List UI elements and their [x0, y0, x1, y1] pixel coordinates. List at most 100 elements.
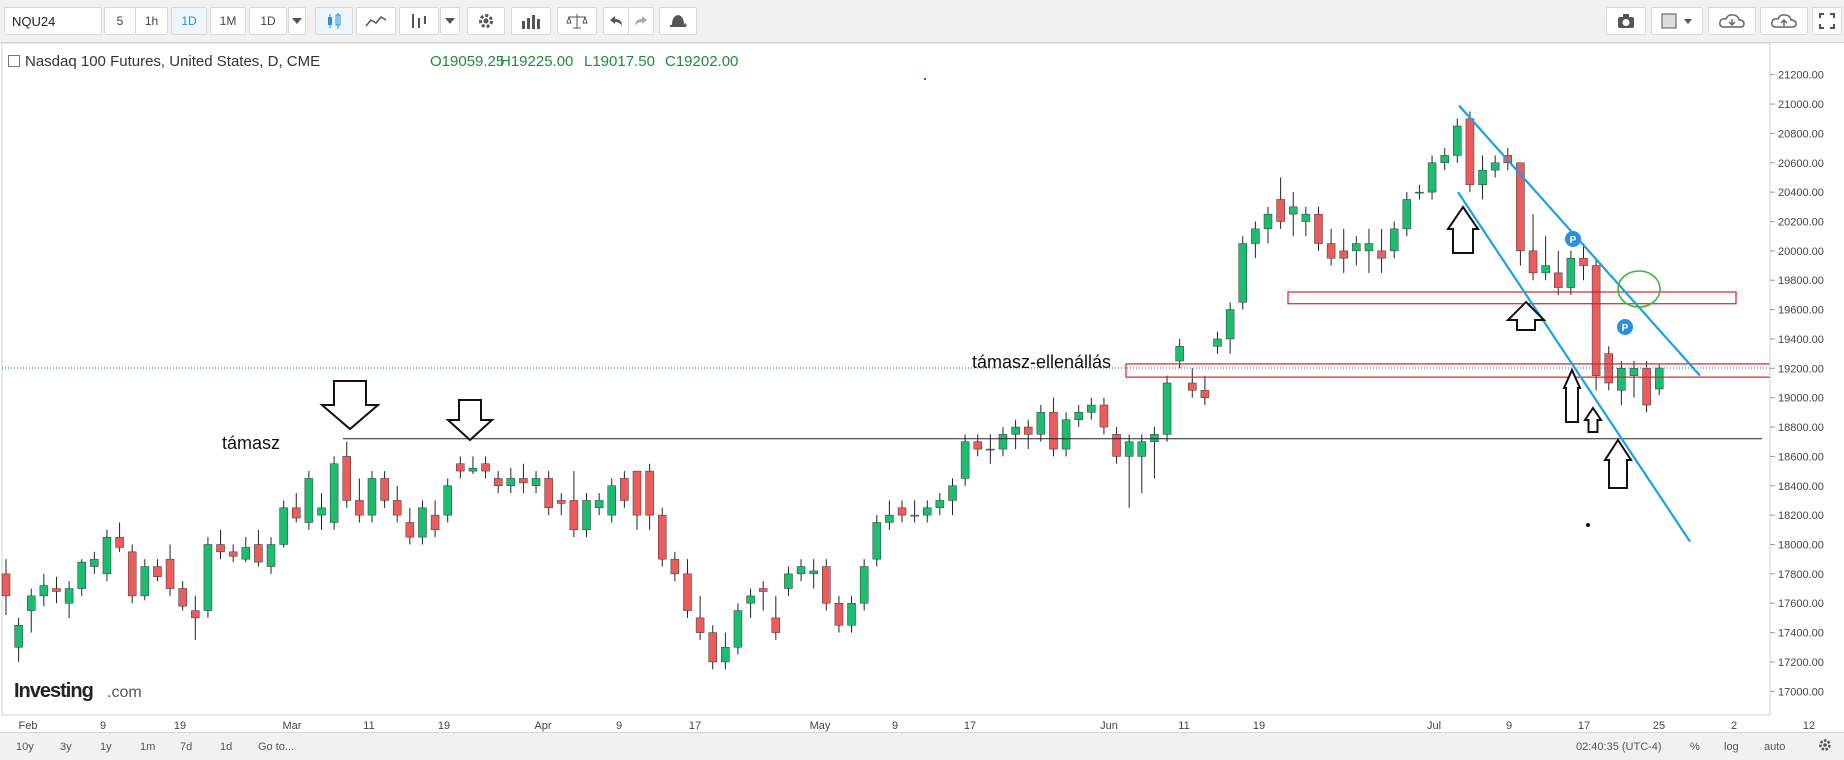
arrow-up-icon [1583, 406, 1603, 433]
candle-body [582, 500, 591, 531]
color-box-icon[interactable] [1651, 7, 1703, 35]
auto-toggle[interactable]: auto [1764, 741, 1786, 753]
candle-body [670, 558, 680, 575]
range-7d[interactable]: 7d [180, 741, 193, 753]
range-1m[interactable]: 1m [140, 741, 156, 753]
arrow-up-icon [1446, 205, 1480, 254]
line-chart-icon[interactable] [356, 7, 396, 35]
candle-body [14, 625, 23, 648]
candle-body [809, 570, 818, 575]
interval-select[interactable]: 1D [249, 7, 287, 35]
price-tick-label: 19000.00 [1778, 393, 1824, 405]
camera-icon[interactable] [1606, 7, 1646, 35]
candle-body [1099, 404, 1109, 428]
candle-body [1036, 412, 1046, 435]
interval-1d[interactable]: 1D [171, 7, 207, 35]
candle-body [1162, 382, 1172, 435]
candle-body [569, 500, 579, 531]
candle-body [1579, 257, 1588, 266]
candle-body [1137, 441, 1147, 457]
time-tick-label: Apr [534, 720, 551, 732]
indicators-dropdown[interactable] [440, 7, 460, 35]
symbol-input[interactable]: NQU24 [4, 7, 102, 35]
candle-body [405, 522, 415, 538]
candle-body [64, 588, 74, 604]
channel-upper-line [1458, 104, 1701, 377]
candle-body [657, 514, 667, 560]
arrow-up-icon [1505, 300, 1547, 331]
candle-body [935, 500, 945, 509]
time-tick-label: 9 [616, 720, 622, 732]
candle-body [1478, 169, 1487, 186]
candle-body [380, 478, 389, 501]
percent-toggle[interactable]: % [1690, 741, 1700, 753]
candle-body [1352, 243, 1361, 252]
bars-icon[interactable] [511, 7, 551, 35]
candle-body [1402, 199, 1412, 230]
indicators-icon[interactable] [399, 7, 439, 35]
cloud-upload-icon[interactable] [1760, 7, 1808, 35]
gear-icon[interactable] [1818, 738, 1832, 755]
candle-body [1263, 213, 1273, 230]
interval-1m[interactable]: 1M [210, 7, 246, 35]
candle-body [481, 463, 490, 472]
candles-icon[interactable] [315, 7, 353, 35]
candle-body [1604, 353, 1613, 384]
candle-body [228, 551, 238, 557]
undo-icon[interactable] [603, 7, 629, 35]
alert-icon[interactable] [659, 7, 697, 35]
price-tick-label: 20000.00 [1778, 246, 1824, 258]
redo-icon[interactable] [628, 7, 654, 35]
candle-body [1150, 434, 1159, 442]
time-tick-label: 17 [1578, 720, 1590, 732]
candle-body [872, 522, 882, 560]
time-tick-label: Mar [283, 720, 302, 732]
range-3y[interactable]: 3y [60, 741, 72, 753]
dot-mark [1586, 523, 1590, 527]
candle-body [784, 573, 793, 589]
balance-icon[interactable] [557, 7, 597, 35]
settings-icon[interactable] [467, 7, 505, 35]
pivot-marker [1565, 231, 1581, 247]
price-tick-label: 19600.00 [1778, 305, 1824, 317]
price-tick-label: 21000.00 [1778, 99, 1824, 111]
range-1y[interactable]: 1y [100, 741, 112, 753]
price-tick-label: 18400.00 [1778, 481, 1824, 493]
chevron-down-icon[interactable] [288, 7, 306, 35]
candle-body [973, 441, 982, 450]
candle-body [506, 478, 516, 487]
candle-body [241, 547, 251, 560]
cloud-download-icon[interactable] [1708, 7, 1756, 35]
candle-body [1087, 404, 1096, 413]
time-tick-label: 9 [100, 720, 106, 732]
plot-frame [1, 42, 1771, 716]
candle-body [203, 544, 213, 611]
price-tick-label: 17200.00 [1778, 657, 1824, 669]
candle-body [1629, 368, 1639, 376]
interval-5[interactable]: 5 [104, 7, 136, 35]
interval-1h[interactable]: 1h [135, 7, 168, 35]
candle-body [746, 595, 755, 604]
go-to-button[interactable]: Go to... [258, 741, 295, 753]
price-tick-label: 21200.00 [1778, 70, 1824, 82]
range-10y[interactable]: 10y [16, 741, 34, 753]
candle-body [342, 456, 351, 501]
last-price-label: 19202.00 [1778, 363, 1824, 375]
candle-body [834, 602, 844, 626]
log-toggle[interactable]: log [1724, 741, 1739, 753]
fullscreen-icon[interactable] [1812, 7, 1842, 35]
legend-collapse-icon[interactable] [8, 55, 20, 67]
candle-body [191, 610, 200, 619]
target-circle [1617, 270, 1661, 308]
arrow-up-icon [1562, 367, 1582, 423]
candle-body [26, 595, 36, 611]
dot-mark [924, 78, 926, 80]
candle-body [683, 573, 692, 611]
time-tick-label: 19 [438, 720, 450, 732]
candle-body [998, 434, 1008, 450]
time-tick-label: 19 [174, 720, 186, 732]
candle-body [1389, 228, 1399, 252]
range-1d[interactable]: 1d [220, 741, 233, 753]
candle-body [1011, 426, 1020, 435]
